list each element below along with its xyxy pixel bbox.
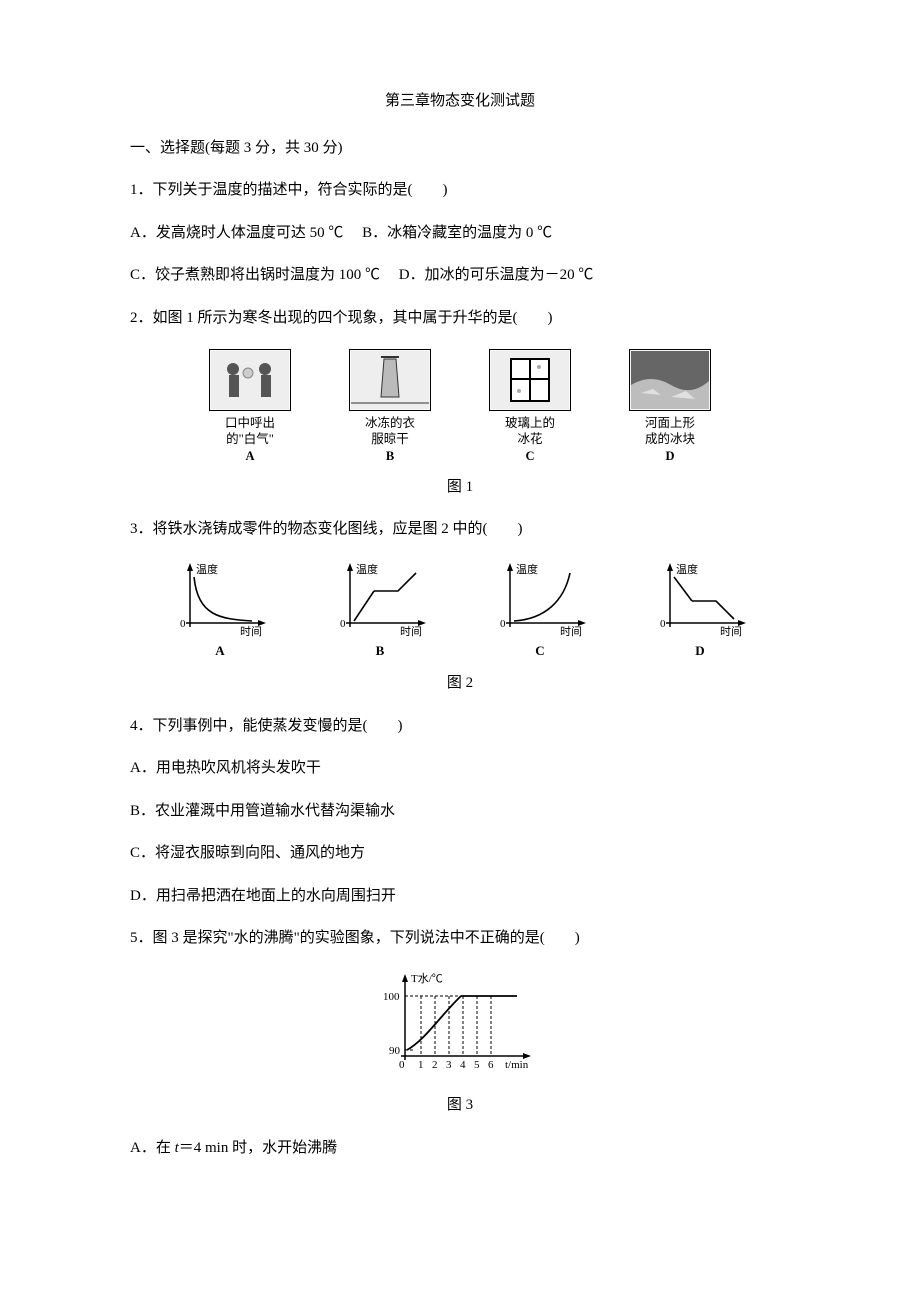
- q5-graph-svg: T水/℃ 100 90 0 123456 t/min: [375, 970, 545, 1075]
- graph-c-curve: [514, 573, 570, 621]
- graph-c-ylabel: 温度: [516, 562, 538, 576]
- graph-b-xlabel: 时间: [400, 625, 422, 638]
- q3-graph-d: 温度 时间 0 D: [645, 561, 755, 661]
- svg-text:2: 2: [432, 1059, 438, 1071]
- graph-b-curve2: [374, 573, 416, 591]
- q5-stem: 5．图 3 是探究"水的沸腾"的实验图象，下列说法中不正确的是( ): [130, 927, 790, 950]
- q5-y100: 100: [383, 991, 400, 1003]
- exam-page: 第三章物态变化测试题 一、选择题(每题 3 分，共 30 分) 1．下列关于温度…: [0, 0, 920, 1302]
- graph-b-curve1: [354, 591, 374, 621]
- q2-fig-d-line1: 河面上形: [620, 415, 720, 431]
- q2-caption: 图 1: [130, 476, 790, 499]
- window-frost-icon: [491, 351, 569, 409]
- graph-d-letter: D: [645, 641, 755, 661]
- graph-c-origin: 0: [500, 618, 506, 630]
- q2-fig-a-image: [209, 349, 291, 411]
- q5-opt-a: A．在 t＝4 min 时，水开始沸腾: [130, 1137, 790, 1160]
- svg-text:3: 3: [446, 1059, 452, 1071]
- q5-opt-a-suffix: ＝4 min 时，水开始沸腾: [179, 1140, 337, 1156]
- q2-fig-b: 冰冻的衣 服晾干 B: [340, 349, 440, 464]
- q2-fig-c-letter: C: [480, 448, 580, 464]
- graph-b-origin: 0: [340, 618, 346, 630]
- graph-c-xlabel: 时间: [560, 625, 582, 638]
- q5-caption: 图 3: [130, 1094, 790, 1117]
- q1-opt-d: D．加冰的可乐温度为－20 ℃: [399, 267, 594, 283]
- q5-xticks: 123456: [418, 1059, 494, 1071]
- q4-opt-c: C．将湿衣服晾到向阳、通风的地方: [130, 842, 790, 865]
- graph-d-svg: 温度 时间 0: [650, 561, 750, 641]
- graph-a-letter: A: [165, 641, 275, 661]
- q3-graph-a: 温度 时间 0 A: [165, 561, 275, 661]
- q5-graph: T水/℃ 100 90 0 123456 t/min: [130, 970, 790, 1083]
- river-ice-icon: [631, 351, 709, 409]
- q2-fig-c-image: [489, 349, 571, 411]
- graph-c-letter: C: [485, 641, 595, 661]
- graph-d-curve2: [692, 601, 734, 619]
- q2-fig-a-letter: A: [200, 448, 300, 464]
- graph-d-origin: 0: [660, 618, 666, 630]
- graph-b-svg: 温度 时间 0: [330, 561, 430, 641]
- q4-opt-d: D．用扫帚把洒在地面上的水向周围扫开: [130, 885, 790, 908]
- q1-opt-a: A．发高烧时人体温度可达 50 ℃: [130, 225, 343, 241]
- q5-opt-a-prefix: A．在: [130, 1140, 175, 1156]
- q3-graph-b: 温度 时间 0 B: [325, 561, 435, 661]
- graph-b-ylabel: 温度: [356, 562, 378, 576]
- q2-fig-c-line2: 冰花: [480, 431, 580, 447]
- q2-fig-c: 玻璃上的 冰花 C: [480, 349, 580, 464]
- graph-c-svg: 温度 时间 0: [490, 561, 590, 641]
- q2-fig-b-line2: 服晾干: [340, 431, 440, 447]
- graph-d-ylabel: 温度: [676, 562, 698, 576]
- svg-text:4: 4: [460, 1059, 466, 1071]
- page-title: 第三章物态变化测试题: [130, 90, 790, 113]
- graph-a-xlabel: 时间: [240, 625, 262, 638]
- graph-a-curve: [194, 577, 252, 621]
- svg-text:1: 1: [418, 1059, 424, 1071]
- q1-opt-b: B．冰箱冷藏室的温度为 0 ℃: [362, 225, 552, 241]
- graph-a-origin: 0: [180, 618, 186, 630]
- q2-fig-d-image: [629, 349, 711, 411]
- q5-curve-rise: [407, 996, 461, 1050]
- q4-opt-a: A．用电热吹风机将头发吹干: [130, 757, 790, 780]
- q1-opts-cd: C．饺子煮熟即将出锅时温度为 100 ℃ D．加冰的可乐温度为－20 ℃: [130, 264, 790, 287]
- q3-graph-row: 温度 时间 0 A 温度 时间 0 B: [130, 561, 790, 661]
- q2-fig-a: 口中呼出 的"白气" A: [200, 349, 300, 464]
- q5-xlabel: t/min: [505, 1059, 529, 1071]
- svg-text:5: 5: [474, 1059, 480, 1071]
- q2-fig-d-letter: D: [620, 448, 720, 464]
- q5-origin: 0: [399, 1059, 405, 1071]
- q5-ylabel: T水/℃: [411, 972, 443, 985]
- q1-opts-ab: A．发高烧时人体温度可达 50 ℃ B．冰箱冷藏室的温度为 0 ℃: [130, 222, 790, 245]
- q4-stem: 4．下列事例中，能使蒸发变慢的是( ): [130, 715, 790, 738]
- graph-b-letter: B: [325, 641, 435, 661]
- q3-graph-c: 温度 时间 0 C: [485, 561, 595, 661]
- svg-text:6: 6: [488, 1059, 494, 1071]
- clothes-icon: [351, 351, 429, 409]
- q2-figure-row: 口中呼出 的"白气" A 冰冻的衣 服晾干 B: [130, 349, 790, 464]
- graph-a-ylabel: 温度: [196, 562, 218, 576]
- q2-fig-a-line2: 的"白气": [200, 431, 300, 447]
- q2-fig-b-image: [349, 349, 431, 411]
- q2-fig-d-line2: 成的冰块: [620, 431, 720, 447]
- q5-y90: 90: [389, 1045, 401, 1057]
- graph-d-xlabel: 时间: [720, 625, 742, 638]
- graph-a-svg: 温度 时间 0: [170, 561, 270, 641]
- q2-fig-b-letter: B: [340, 448, 440, 464]
- graph-d-curve1: [674, 577, 692, 601]
- q2-fig-c-line1: 玻璃上的: [480, 415, 580, 431]
- q2-fig-d: 河面上形 成的冰块 D: [620, 349, 720, 464]
- q3-caption: 图 2: [130, 672, 790, 695]
- section-1-heading: 一、选择题(每题 3 分，共 30 分): [130, 137, 790, 160]
- q3-stem: 3．将铁水浇铸成零件的物态变化图线，应是图 2 中的( ): [130, 518, 790, 541]
- q2-fig-b-line1: 冰冻的衣: [340, 415, 440, 431]
- q5-vertical-dashes: [421, 996, 491, 1056]
- q1-stem: 1．下列关于温度的描述中，符合实际的是( ): [130, 179, 790, 202]
- breath-icon: [211, 351, 289, 409]
- q4-opt-b: B．农业灌溉中用管道输水代替沟渠输水: [130, 800, 790, 823]
- q2-fig-a-line1: 口中呼出: [200, 415, 300, 431]
- q1-opt-c: C．饺子煮熟即将出锅时温度为 100 ℃: [130, 267, 380, 283]
- q2-stem: 2．如图 1 所示为寒冬出现的四个现象，其中属于升华的是( ): [130, 307, 790, 330]
